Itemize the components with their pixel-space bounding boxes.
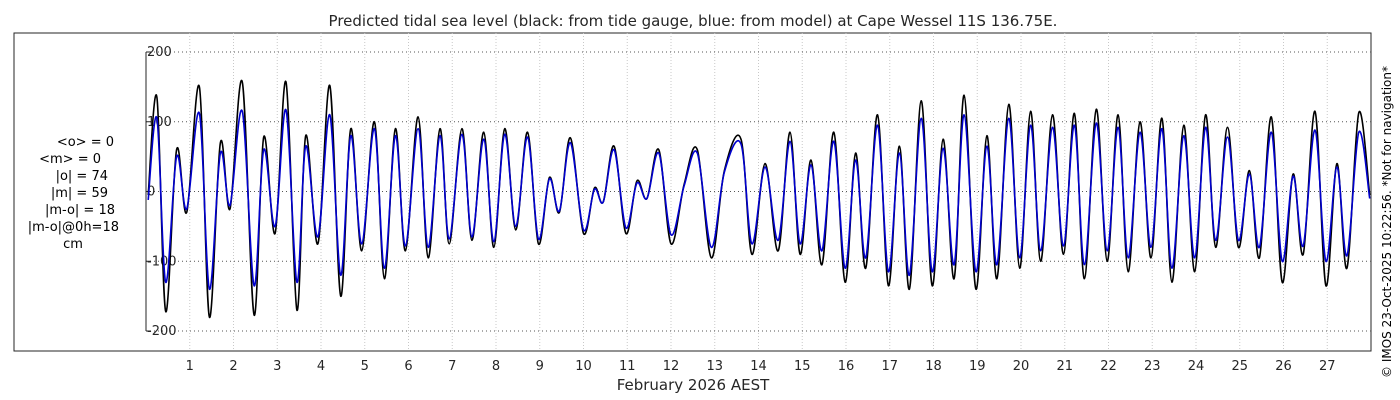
x-tick-label: 24 xyxy=(1188,359,1205,374)
stat-unit: cm xyxy=(63,237,83,252)
x-tick-label: 13 xyxy=(706,359,723,374)
x-tick-label: 3 xyxy=(273,359,281,374)
x-tick-label: 8 xyxy=(492,359,500,374)
stats-block: <o> = 0 <m> = 0 |o| = 74 |m| = 59 |m-o| … xyxy=(28,135,119,252)
x-tick-label: 27 xyxy=(1319,359,1336,374)
stat-abs-observed: |o| = 74 xyxy=(56,169,108,184)
x-tick-label: 9 xyxy=(536,359,544,374)
x-tick-label: 11 xyxy=(619,359,636,374)
x-tick-label: 17 xyxy=(881,359,898,374)
y-tick-label: -100 xyxy=(147,254,177,269)
x-tick-label: 21 xyxy=(1056,359,1073,374)
x-tick-label: 12 xyxy=(663,359,680,374)
x-axis-tick-labels: 1 2 3 4 5 6 7 8 9 10 11 12 13 14 15 16 17 18 19 20 21 22 23 24 2… xyxy=(186,359,1336,374)
y-tick-label: 200 xyxy=(147,45,172,60)
series-lines xyxy=(147,79,1371,318)
x-tick-label: 1 xyxy=(186,359,194,374)
x-tick-label: 20 xyxy=(1013,359,1030,374)
stat-abs-diff: |m-o| = 18 xyxy=(45,203,115,218)
x-tick-label: 16 xyxy=(838,359,855,374)
x-tick-label: 15 xyxy=(794,359,811,374)
x-tick-label: 19 xyxy=(969,359,986,374)
series-line-gauge xyxy=(147,79,1371,318)
x-axis-label: February 2026 AEST xyxy=(617,376,770,394)
x-tick-label: 26 xyxy=(1275,359,1292,374)
x-tick-label: 4 xyxy=(317,359,325,374)
credit-text: © IMOS 23-Oct-2025 10:22:56. *Not for na… xyxy=(1380,66,1394,378)
series-line-model xyxy=(147,109,1371,290)
chart-title: Predicted tidal sea level (black: from t… xyxy=(329,12,1058,30)
stat-mean-observed: <o> = 0 xyxy=(57,135,114,150)
x-tick-label: 18 xyxy=(925,359,942,374)
stat-abs-model: |m| = 59 xyxy=(51,186,108,201)
stat-mean-model: <m> = 0 xyxy=(39,152,101,167)
x-tick-label: 6 xyxy=(404,359,412,374)
x-tick-label: 7 xyxy=(448,359,456,374)
x-tick-label: 23 xyxy=(1144,359,1161,374)
x-tick-label: 2 xyxy=(229,359,237,374)
x-tick-label: 10 xyxy=(575,359,592,374)
y-tick-label: -200 xyxy=(147,324,177,339)
y-tick-label: 0 xyxy=(147,185,155,200)
x-tick-label: 5 xyxy=(361,359,369,374)
x-tick-label: 25 xyxy=(1231,359,1248,374)
x-tick-label: 22 xyxy=(1100,359,1117,374)
grid-lines xyxy=(146,33,1371,351)
stat-abs-diff-0h: |m-o|@0h=18 xyxy=(28,220,119,235)
x-tick-label: 14 xyxy=(750,359,767,374)
